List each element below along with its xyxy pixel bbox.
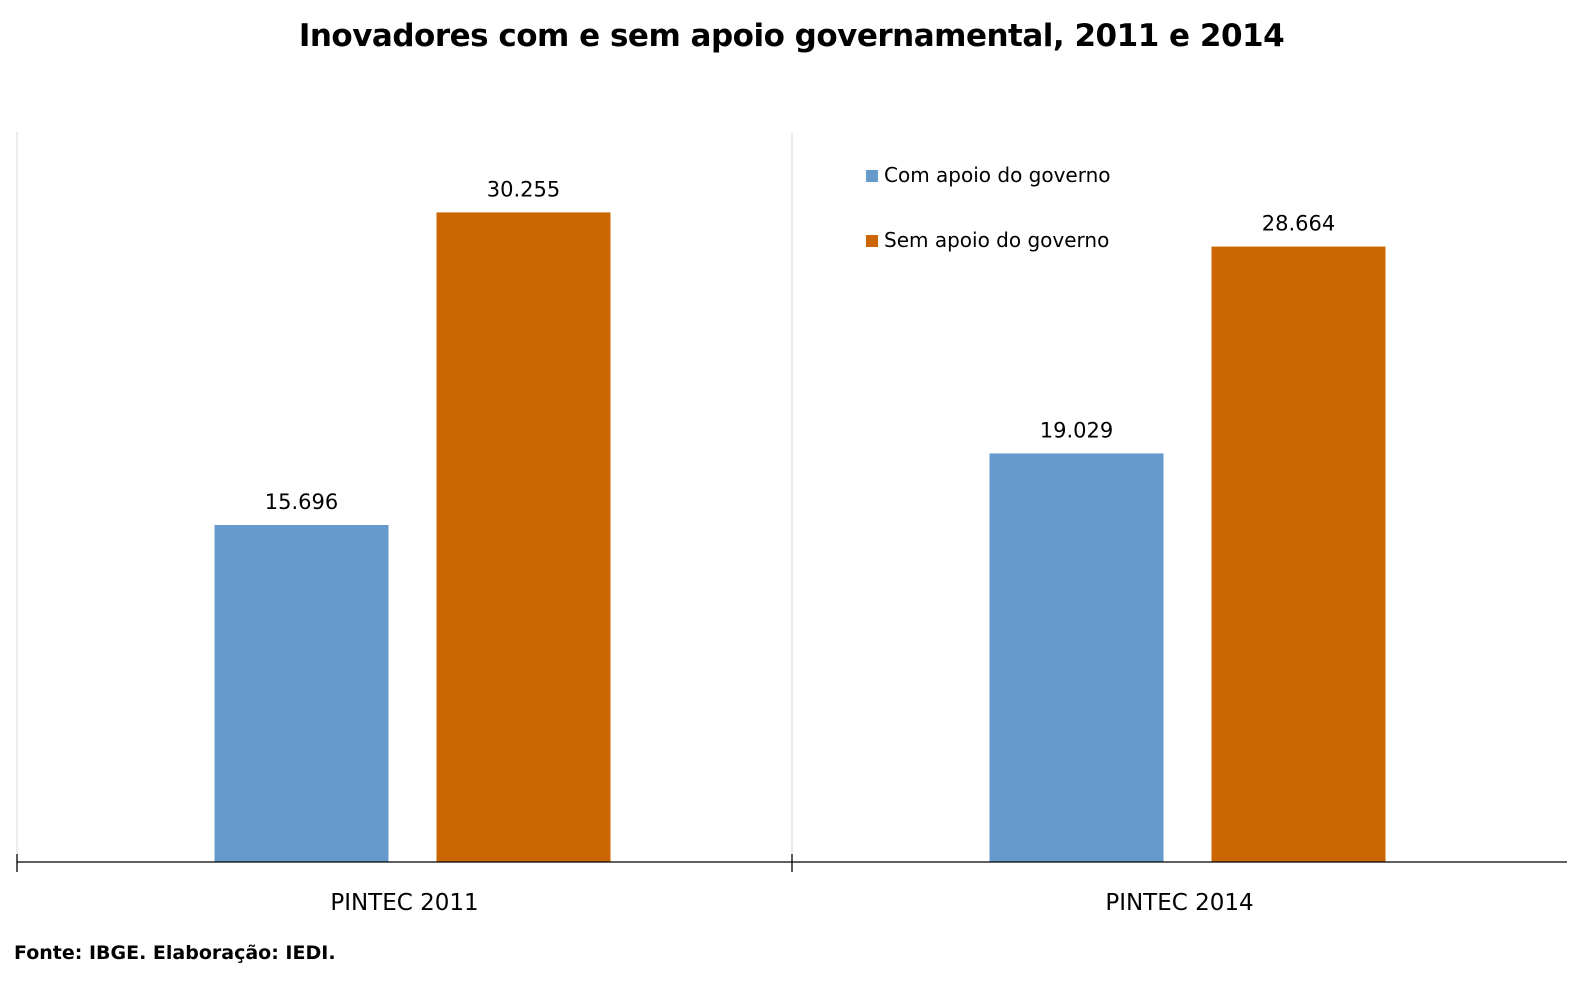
data-label: 15.696	[265, 490, 338, 514]
legend-label: Sem apoio do governo	[884, 228, 1109, 252]
data-label: 19.029	[1040, 418, 1113, 442]
data-label: 28.664	[1262, 212, 1335, 236]
source-note: Fonte: IBGE. Elaboração: IEDI.	[14, 942, 336, 964]
bar-sem-apoio-1	[436, 212, 611, 862]
category-label: PINTEC 2014	[1105, 890, 1253, 916]
chart-title: Inovadores com e sem apoio governamental…	[298, 18, 1285, 54]
bar-sem-apoio-2	[1211, 246, 1386, 862]
legend-label: Com apoio do governo	[884, 163, 1111, 187]
data-label: 30.255	[487, 177, 560, 201]
bar-com-apoio-1	[214, 524, 389, 862]
legend-swatch	[866, 170, 878, 182]
category-label: PINTEC 2011	[330, 890, 478, 916]
bar-com-apoio-2	[989, 453, 1164, 862]
legend-swatch	[866, 235, 878, 247]
